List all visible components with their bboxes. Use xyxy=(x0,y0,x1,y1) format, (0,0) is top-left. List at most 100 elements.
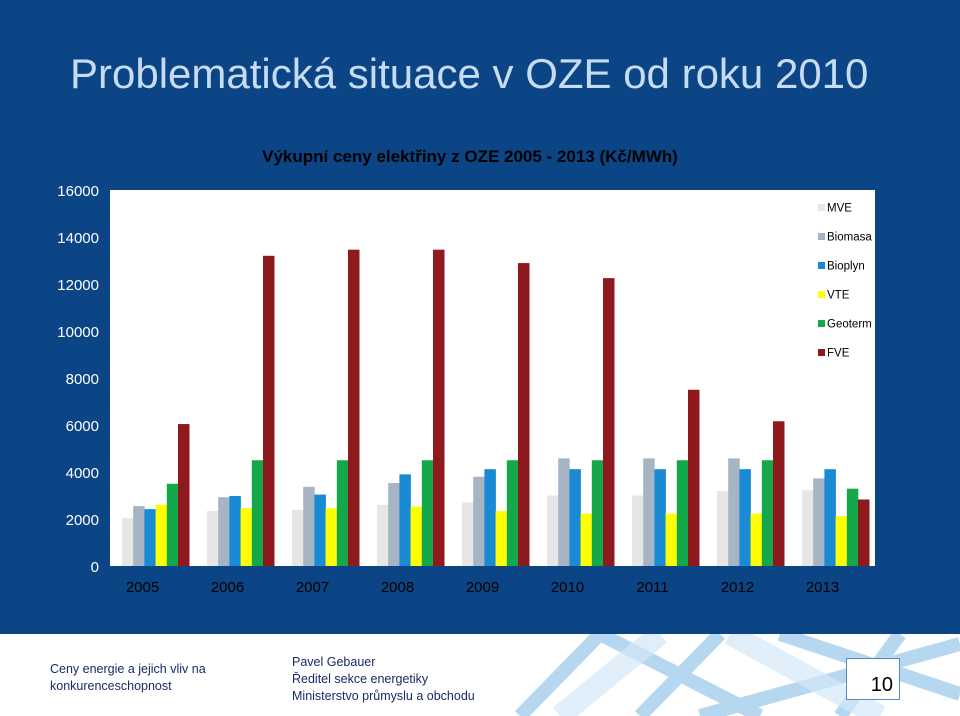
footer-topic-line: Ceny energie a jejich vliv na xyxy=(50,662,206,676)
bar-geoterm-2010 xyxy=(591,460,604,566)
legend-label-vte: VTE xyxy=(827,290,850,302)
bar-fve-2013 xyxy=(858,499,870,566)
legend-swatch-geoterm xyxy=(818,320,825,327)
bar-bioplyn-2007 xyxy=(314,494,326,566)
bar-geoterm-2008 xyxy=(421,460,434,566)
bar-biomasa-2010 xyxy=(558,458,570,566)
x-tick-label: 2013 xyxy=(806,579,839,596)
legend-label-biomasa: Biomasa xyxy=(827,232,872,244)
author-role: Ředitel sekce energetiky xyxy=(292,672,429,686)
bar-bioplyn-2009 xyxy=(484,469,496,566)
page-number-box: 10 xyxy=(846,658,900,700)
bar-fve-2012 xyxy=(773,421,785,566)
y-tick-label: 12000 xyxy=(57,277,99,294)
bar-bioplyn-2010 xyxy=(569,469,581,566)
page-number: 10 xyxy=(870,674,893,696)
x-tick-label: 2007 xyxy=(296,579,329,596)
bar-fve-2010 xyxy=(603,278,615,566)
bar-vte-2012 xyxy=(750,513,763,566)
author-organization: Ministerstvo průmyslu a obchodu xyxy=(292,689,475,703)
bar-bioplyn-2013 xyxy=(824,469,836,566)
bar-geoterm-2007 xyxy=(336,460,349,566)
bar-geoterm-2011 xyxy=(676,460,689,566)
bar-geoterm-2009 xyxy=(506,460,519,566)
bar-bioplyn-2005 xyxy=(144,509,156,566)
x-tick-label: 2012 xyxy=(721,579,754,596)
bar-biomasa-2007 xyxy=(303,486,315,566)
bar-mve-2010 xyxy=(547,495,559,566)
legend: MVE Biomasa Bioplyn VTE Geoterm FVE xyxy=(818,203,872,360)
author-name: Pavel Gebauer xyxy=(292,655,376,669)
footer-topic-line: konkurenceschopnost xyxy=(50,679,172,693)
x-tick-label: 2005 xyxy=(126,579,159,596)
bar-mve-2012 xyxy=(717,491,729,566)
bar-bioplyn-2006 xyxy=(229,495,241,566)
bar-geoterm-2013 xyxy=(846,488,859,566)
bar-biomasa-2011 xyxy=(643,458,655,566)
bar-fve-2005 xyxy=(178,424,190,566)
bar-mve-2006 xyxy=(207,511,219,566)
y-tick-label: 0 xyxy=(91,559,99,576)
x-axis: 2005 2006 2007 2008 2009 2010 2011 2012 2013 xyxy=(126,579,839,596)
bar-fve-2009 xyxy=(518,263,530,566)
legend-label-fve: FVE xyxy=(827,348,850,360)
bar-fve-2006 xyxy=(263,255,275,567)
bar-fve-2008 xyxy=(433,249,445,566)
footer: Ceny energie a jejich vliv na konkurence… xyxy=(0,634,960,716)
y-tick-label: 14000 xyxy=(57,230,99,247)
y-tick-label: 6000 xyxy=(66,418,99,435)
footer-topic: Ceny energie a jejich vliv na konkurence… xyxy=(50,661,206,695)
bar-geoterm-2012 xyxy=(761,460,774,566)
bar-fve-2007 xyxy=(348,249,360,566)
bar-geoterm-2005 xyxy=(166,483,179,566)
y-tick-label: 4000 xyxy=(66,465,99,482)
legend-swatch-fve xyxy=(818,349,825,356)
bar-vte-2005 xyxy=(155,504,168,566)
bar-bioplyn-2008 xyxy=(399,474,411,566)
bar-biomasa-2009 xyxy=(473,476,485,566)
footer-author: Pavel Gebauer Ředitel sekce energetiky M… xyxy=(292,654,475,705)
slide-title: Problematická situace v OZE od roku 2010 xyxy=(70,50,869,97)
y-tick-label: 8000 xyxy=(66,371,99,388)
bar-mve-2007 xyxy=(292,509,304,566)
bar-vte-2010 xyxy=(580,513,593,566)
legend-swatch-vte xyxy=(818,291,825,298)
footer-decoration xyxy=(514,634,960,716)
bar-mve-2005 xyxy=(122,518,134,566)
x-tick-label: 2010 xyxy=(551,579,584,596)
bar-biomasa-2005 xyxy=(133,506,145,566)
chart-title: Výkupní ceny elektřiny z OZE 2005 - 2013… xyxy=(262,147,678,166)
legend-swatch-bioplyn xyxy=(818,262,825,269)
x-tick-label: 2008 xyxy=(381,579,414,596)
legend-swatch-mve xyxy=(818,204,825,211)
bar-vte-2011 xyxy=(665,513,678,566)
bar-biomasa-2012 xyxy=(728,458,740,566)
bar-mve-2011 xyxy=(632,495,644,566)
bar-bioplyn-2011 xyxy=(654,469,666,566)
bar-bioplyn-2012 xyxy=(739,469,751,566)
legend-label-bioplyn: Bioplyn xyxy=(827,261,865,273)
y-tick-label: 16000 xyxy=(57,183,99,200)
bar-biomasa-2006 xyxy=(218,497,230,566)
bar-biomasa-2008 xyxy=(388,483,400,566)
bar-mve-2013 xyxy=(802,490,814,566)
bar-vte-2007 xyxy=(325,508,338,566)
bar-vte-2006 xyxy=(240,508,253,566)
x-tick-label: 2009 xyxy=(466,579,499,596)
bar-mve-2009 xyxy=(462,502,474,566)
bars xyxy=(122,249,870,567)
y-tick-label: 10000 xyxy=(57,324,99,341)
bar-biomasa-2013 xyxy=(813,478,825,566)
x-tick-label: 2011 xyxy=(636,579,668,596)
legend-label-mve: MVE xyxy=(827,203,852,215)
x-tick-label: 2006 xyxy=(211,579,244,596)
y-tick-label: 2000 xyxy=(66,512,99,529)
bar-geoterm-2006 xyxy=(251,460,264,566)
legend-label-geoterm: Geoterm xyxy=(827,319,872,331)
bar-fve-2011 xyxy=(688,389,700,566)
legend-swatch-biomasa xyxy=(818,233,825,240)
bar-chart: Výkupní ceny elektřiny z OZE 2005 - 2013… xyxy=(57,147,875,596)
bar-vte-2008 xyxy=(410,506,423,566)
bar-mve-2008 xyxy=(377,504,389,566)
bar-vte-2009 xyxy=(495,511,508,566)
